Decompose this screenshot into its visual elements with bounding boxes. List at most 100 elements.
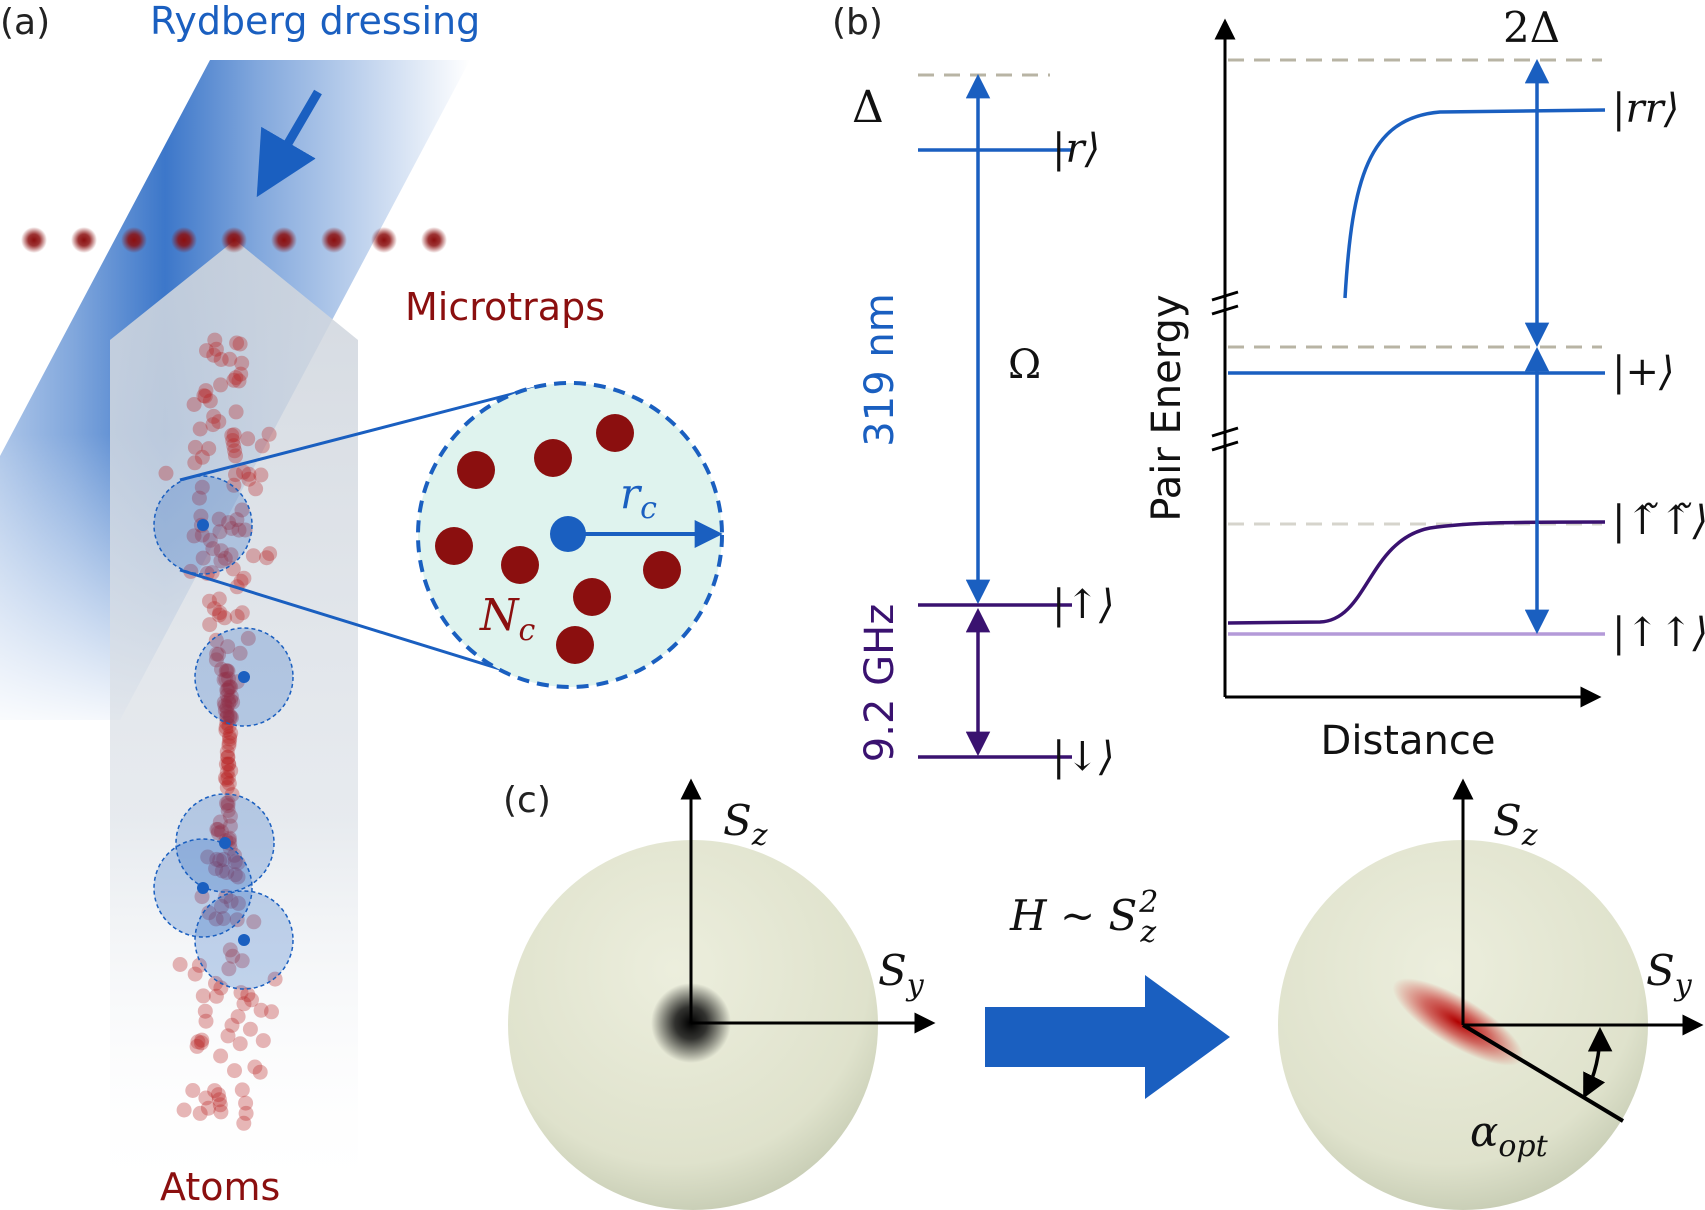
atom-dot xyxy=(229,512,245,528)
atom-dot xyxy=(226,477,242,493)
atom-dot xyxy=(219,709,235,725)
atom-dot xyxy=(213,980,229,996)
angle-arrow xyxy=(1583,1026,1613,1099)
atom-dot xyxy=(206,408,222,424)
atom-dot xyxy=(261,426,277,442)
atom-dot xyxy=(223,763,239,779)
atom-dot xyxy=(222,818,238,834)
atom-dot xyxy=(219,865,235,880)
atom-dot xyxy=(221,738,237,754)
atom-dot xyxy=(221,718,237,734)
atom-dot xyxy=(211,1092,227,1108)
atom-dot xyxy=(232,1036,248,1052)
atom-dot xyxy=(209,821,225,837)
atom-dot xyxy=(214,661,229,677)
atom-dot xyxy=(221,695,237,711)
atom-dot xyxy=(197,388,213,404)
atom-dot xyxy=(219,704,235,720)
state-dressed-label: |↑̃↑̃⟩ xyxy=(1612,498,1705,544)
atom-dot xyxy=(234,355,250,371)
atom-dot xyxy=(194,479,210,495)
sy-label-left: Sy xyxy=(878,946,925,1003)
atom-dot xyxy=(189,1038,205,1054)
alpha-opt-label: αopt xyxy=(1470,1107,1549,1164)
atom-dot xyxy=(225,433,241,448)
panel-a: (a) Rydberg dressing Microtraps xyxy=(0,0,724,1210)
atom-dot xyxy=(221,961,237,977)
atom-dot xyxy=(158,465,174,481)
atom-dot xyxy=(202,532,218,548)
atom-dot xyxy=(219,687,235,703)
atom-dot xyxy=(218,671,234,687)
atom-dot xyxy=(212,853,228,868)
atom-dot xyxy=(205,541,221,557)
atom-dot xyxy=(223,725,239,741)
atom-dot xyxy=(238,1095,254,1111)
atom-dot xyxy=(217,550,233,566)
atom-dot xyxy=(230,895,246,911)
atom-dot xyxy=(217,698,233,714)
atom-dot xyxy=(227,867,243,883)
atom-dot xyxy=(228,404,244,420)
atom-dot xyxy=(234,1082,250,1098)
atom-dot xyxy=(211,414,227,430)
atom-dot xyxy=(195,550,211,566)
atom-dot xyxy=(220,639,236,655)
atom-dot xyxy=(220,803,236,818)
atom-number-label: Nc xyxy=(479,590,536,648)
atom-cloud xyxy=(158,332,283,1131)
dressing-circles xyxy=(153,475,294,990)
atom-dot xyxy=(210,822,226,837)
atom-dot xyxy=(220,1028,236,1044)
atom-dot xyxy=(208,652,224,668)
atom-dot xyxy=(220,692,236,708)
atom-dot xyxy=(248,481,264,497)
atom-dot xyxy=(185,1083,201,1098)
atom-dot xyxy=(238,1105,254,1121)
atom-dot xyxy=(234,605,250,621)
atom-dot xyxy=(195,988,211,1004)
atom-dot xyxy=(216,672,232,688)
atom-dot xyxy=(187,455,203,471)
atom-dot xyxy=(247,1059,263,1075)
atom-dot xyxy=(227,847,242,863)
atom-dot xyxy=(191,957,207,973)
atom-dot xyxy=(214,824,229,840)
atom-dot xyxy=(198,383,214,399)
atom-dot xyxy=(194,449,210,465)
sphere-squeezed: Sz Sy αopt xyxy=(1278,778,1704,1210)
atom-dot xyxy=(226,427,242,443)
atom-dot xyxy=(190,1034,206,1050)
atom-dot xyxy=(225,694,241,710)
atom-dot xyxy=(217,610,233,626)
atom-dot xyxy=(219,772,235,788)
atom-dot xyxy=(236,570,252,586)
atom-dot xyxy=(221,671,236,687)
atom-dot xyxy=(198,1013,214,1029)
atom-dot xyxy=(219,795,234,811)
atom-dot xyxy=(213,1104,229,1120)
atom-dot xyxy=(196,388,212,404)
evolution-arrow xyxy=(985,975,1230,1099)
atom-dot xyxy=(201,905,217,921)
beam-label: Rydberg dressing xyxy=(150,0,480,43)
rabi-label: Ω xyxy=(1008,342,1041,388)
atom-dot xyxy=(230,869,246,885)
atom-dot xyxy=(229,335,245,351)
atom-dot xyxy=(208,988,224,1004)
sz-label-right: Sz xyxy=(1493,796,1538,853)
atom-dot xyxy=(212,1097,228,1113)
atom-dot xyxy=(216,695,232,711)
atom-dot xyxy=(222,731,238,747)
atom-dot xyxy=(201,441,217,457)
atom-dot xyxy=(212,605,228,621)
atom-dot xyxy=(213,553,229,569)
atom-dot xyxy=(224,787,240,803)
atom-dot xyxy=(259,550,275,566)
atom-dot xyxy=(199,343,214,359)
atom-dot xyxy=(211,646,227,662)
zoom-line-top xyxy=(179,386,536,482)
atom-dot xyxy=(213,352,229,367)
state-rr-label: |rr⟩ xyxy=(1612,86,1679,132)
atom-dot xyxy=(221,756,237,772)
